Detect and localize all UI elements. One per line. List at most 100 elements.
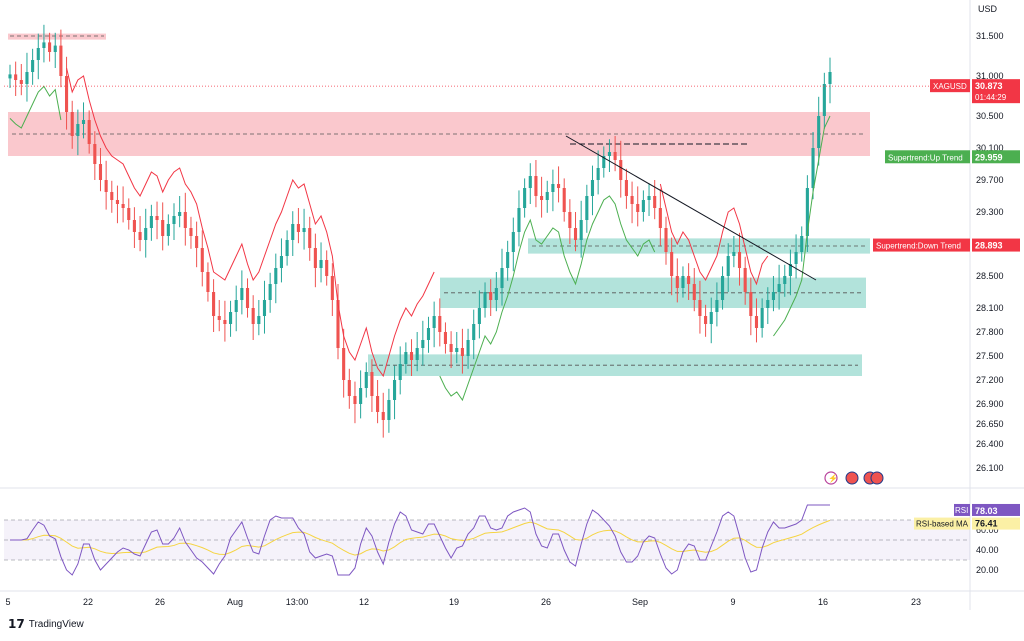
- us-flag-icon[interactable]: [870, 471, 884, 485]
- candle-body: [291, 224, 295, 240]
- candle-body: [466, 340, 470, 356]
- supertrend-down-value: 28.893: [975, 241, 1003, 251]
- price-tick-label: 30.100: [976, 143, 1004, 153]
- candle-body: [817, 116, 821, 148]
- rsi-ma-label: RSI-based MA: [916, 520, 969, 529]
- candle-body: [805, 188, 809, 236]
- candle-body: [500, 268, 504, 288]
- candle-body: [511, 232, 515, 252]
- candle-body: [70, 112, 74, 136]
- candle-body: [14, 74, 18, 80]
- time-tick-label: 12: [359, 597, 369, 607]
- candle-body: [415, 348, 419, 360]
- candle-body: [647, 196, 651, 200]
- price-tick-label: 29.700: [976, 175, 1004, 185]
- tradingview-mark-icon: 17: [8, 617, 25, 631]
- candle-body: [98, 164, 103, 180]
- candle-body: [794, 252, 798, 264]
- candle-body: [494, 288, 498, 300]
- time-tick-label: Aug: [227, 597, 243, 607]
- trend-line[interactable]: [565, 135, 817, 281]
- us-flag-icon[interactable]: [845, 471, 859, 485]
- candle-body: [670, 252, 674, 276]
- candle-body: [545, 192, 549, 200]
- candle-body: [195, 236, 199, 248]
- candle-body: [53, 45, 57, 52]
- time-tick-label: 23: [911, 597, 921, 607]
- candle-body: [279, 256, 284, 268]
- candle-body: [132, 220, 136, 232]
- candle-body: [426, 328, 431, 340]
- candle-body: [274, 268, 278, 284]
- candle-body: [262, 300, 267, 316]
- time-tick-label: 5: [5, 597, 10, 607]
- candle-body: [523, 188, 527, 208]
- candle-body: [223, 320, 227, 324]
- candle-body: [392, 380, 397, 400]
- candle-body: [138, 232, 142, 240]
- candle-body: [104, 180, 108, 192]
- candle-body: [528, 176, 532, 188]
- price-tick-label: 26.100: [976, 463, 1004, 473]
- lightning-icon[interactable]: [824, 471, 838, 485]
- candle-body: [675, 276, 679, 288]
- supertrend-down-label: Supertrend:Down Trend: [876, 242, 961, 251]
- candle-body: [212, 292, 216, 316]
- candle-body: [76, 124, 80, 136]
- time-tick-label: Sep: [632, 597, 648, 607]
- candle-body: [828, 72, 832, 84]
- candle-body: [308, 228, 312, 248]
- time-tick-label: 22: [83, 597, 93, 607]
- rsi-ma-line: [10, 519, 831, 556]
- supertrend-down-line: [66, 67, 435, 378]
- candle-body: [64, 76, 69, 112]
- candle-body: [330, 276, 334, 300]
- tradingview-logo[interactable]: 17 TradingView: [8, 617, 84, 631]
- candle-body: [704, 316, 708, 324]
- candle-body: [443, 332, 448, 344]
- candle-body: [189, 228, 193, 236]
- time-tick-label: 26: [155, 597, 165, 607]
- candle-body: [624, 180, 628, 196]
- candle-body: [562, 188, 566, 212]
- currency-label: USD: [978, 4, 998, 14]
- candle-body: [455, 348, 459, 352]
- candle-body: [607, 152, 612, 156]
- price-tick-label: 29.300: [976, 207, 1004, 217]
- candle-body: [313, 248, 317, 268]
- candle-body: [477, 308, 481, 324]
- candle-body: [715, 300, 719, 312]
- candle-body: [726, 256, 730, 276]
- candle-body: [81, 120, 86, 124]
- price-tick-label: 31.500: [976, 31, 1004, 41]
- candle-body: [121, 204, 125, 208]
- supertrend-down-value-bg: [972, 238, 1020, 252]
- candle-body: [579, 220, 583, 240]
- candle-body: [144, 228, 148, 240]
- candle-body: [404, 352, 408, 364]
- time-tick-label: 13:00: [286, 597, 309, 607]
- candle-body: [178, 212, 182, 216]
- candle-body: [692, 284, 696, 300]
- price-tick-label: 26.900: [976, 399, 1004, 409]
- candle-body: [800, 236, 804, 252]
- candle-body: [25, 72, 29, 84]
- rsi-tick-label: 20.00: [976, 565, 999, 575]
- rsi-label: RSI: [955, 506, 968, 515]
- zone-support: [368, 354, 862, 376]
- time-tick-label: 19: [449, 597, 459, 607]
- candle-body: [698, 300, 702, 316]
- candle-body: [359, 388, 363, 404]
- candle-body: [228, 312, 233, 324]
- candle-body: [783, 276, 787, 284]
- time-tick-label: 26: [541, 597, 551, 607]
- candle-body: [36, 48, 40, 60]
- candle-body: [93, 144, 97, 164]
- candle-body: [749, 292, 753, 316]
- candle-body: [653, 196, 657, 208]
- candle-body: [155, 216, 159, 220]
- candle-body: [681, 276, 685, 288]
- candle-body: [110, 192, 114, 200]
